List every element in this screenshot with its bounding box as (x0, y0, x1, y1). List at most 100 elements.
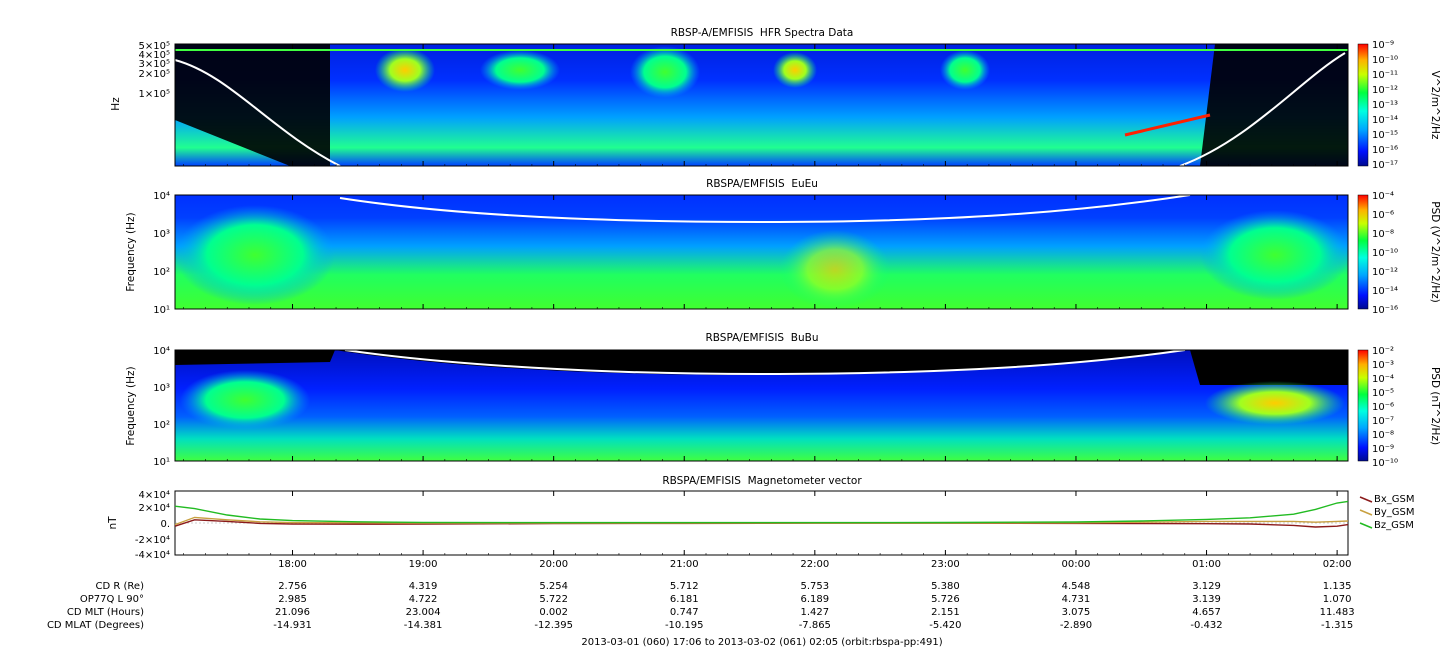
ephemeris-value: 2.985 (278, 594, 307, 605)
ephemeris-value: -14.381 (404, 620, 443, 631)
hfr-background (175, 44, 1348, 166)
bubu-dark-top-right (1190, 350, 1348, 385)
hfr-colorbar (1357, 43, 1369, 167)
ephemeris-value: 6.189 (800, 594, 829, 605)
time-tick-label: 02:00 (1323, 559, 1352, 570)
time-tick-label: 20:00 (539, 559, 568, 570)
bubu-frame (174, 349, 1349, 462)
mag-ytick: -4×10⁴ (135, 550, 170, 561)
hfr-panel (174, 43, 1349, 167)
ephemeris-label: CD R (Re) (96, 581, 145, 592)
eueu-cbar-tick: 10⁻¹⁶ (1372, 305, 1398, 316)
hfr-emission-2 (480, 50, 560, 90)
ephemeris-value: 23.004 (406, 607, 441, 618)
eueu-ytick: 10³ (153, 229, 170, 240)
ephemeris-value: 0.002 (539, 607, 568, 618)
ephemeris-value: 3.129 (1192, 581, 1221, 592)
time-tick-label: 23:00 (931, 559, 960, 570)
hfr-emission-5 (940, 50, 990, 90)
ephemeris-table: CD R (Re) 2.756 4.319 5.254 5.712 5.753 5.380 4… (47, 581, 1355, 631)
bubu-cbar-tick: 10⁻⁹ (1372, 444, 1394, 455)
ephemeris-value: -10.195 (665, 620, 704, 631)
eueu-colorbar-label: PSD (V^2/m^2/Hz) (1429, 201, 1441, 302)
hfr-ytick: 1×10⁵ (139, 89, 170, 100)
ephemeris-label: CD MLT (Hours) (67, 607, 144, 618)
bubu-cbar-tick: 10⁻⁴ (1372, 374, 1394, 385)
legend-label-bz: Bz_GSM (1374, 520, 1414, 531)
bubu-white-curve (344, 349, 1186, 376)
bubu-blob-left (180, 370, 310, 430)
hfr-cbar-tick: 10⁻¹⁵ (1372, 130, 1398, 141)
bubu-cbar-tick: 10⁻⁶ (1372, 402, 1394, 413)
eueu-frame (174, 194, 1349, 310)
ephemeris-value: 2.151 (931, 607, 960, 618)
hfr-emission-4 (773, 52, 817, 88)
legend-label-by: By_GSM (1374, 507, 1415, 518)
bubu-yticks: 10⁴ 10³ 10² 10¹ (153, 346, 170, 468)
hfr-cbar-tick: 10⁻¹² (1372, 85, 1398, 96)
bubu-cbar-tick: 10⁻⁵ (1372, 388, 1394, 399)
bubu-colorbar-label: PSD (nT^2/Hz) (1429, 367, 1441, 445)
ephemeris-value: 5.380 (931, 581, 960, 592)
ephemeris-value: 5.254 (539, 581, 568, 592)
time-tick-label: 18:00 (278, 559, 307, 570)
eueu-cbar-tick: 10⁻¹⁴ (1372, 286, 1398, 297)
ephemeris-value: 1.135 (1323, 581, 1352, 592)
time-tick-label: 19:00 (409, 559, 438, 570)
ephemeris-label: OP77Q L 90° (80, 594, 144, 605)
eueu-yticks: 10⁴ 10³ 10² 10¹ (153, 191, 170, 316)
eueu-hot-band (780, 230, 890, 309)
ephemeris-value: 1.070 (1323, 594, 1352, 605)
bubu-cbar-tick: 10⁻⁸ (1372, 430, 1394, 441)
legend-swatch-bx (1359, 496, 1373, 503)
bubu-ytick: 10² (153, 420, 170, 431)
ephemeris-value: -1.315 (1321, 620, 1353, 631)
time-tick-label: 22:00 (800, 559, 829, 570)
eueu-cbar-tick: 10⁻⁶ (1372, 210, 1394, 221)
hfr-cbar-tick: 10⁻¹⁴ (1372, 115, 1398, 126)
footer-time-range: 2013-03-01 (060) 17:06 to 2013-03-02 (06… (581, 637, 942, 648)
ephemeris-value: 4.548 (1062, 581, 1091, 592)
bubu-ytick: 10⁴ (153, 346, 170, 357)
eueu-blob-left (175, 205, 335, 305)
bubu-cbar-tick: 10⁻¹⁰ (1372, 458, 1398, 469)
mag-ytick: 0. (160, 519, 170, 530)
eueu-cbar-tick: 10⁻⁸ (1372, 229, 1394, 240)
bubu-ylabel: Frequency (Hz) (125, 366, 137, 445)
bubu-panel (174, 349, 1349, 462)
time-tick-label: 00:00 (1062, 559, 1091, 570)
ephemeris-value: 4.657 (1192, 607, 1221, 618)
bubu-blob-right (1205, 381, 1345, 425)
eueu-blob-right (1200, 210, 1350, 300)
mag-ylabel: nT (107, 516, 119, 530)
hfr-frame (174, 43, 1349, 167)
mag-ytick: 4×10⁴ (139, 490, 170, 501)
ephemeris-value: 1.427 (800, 607, 829, 618)
eueu-title: RBSPA/EMFISIS EuEu (706, 178, 818, 190)
ephemeris-value: 4.722 (409, 594, 438, 605)
time-tick-label: 21:00 (670, 559, 699, 570)
hfr-ytick: 3×10⁵ (139, 59, 170, 70)
eueu-ytick: 10² (153, 267, 170, 278)
ephemeris-value: -5.420 (929, 620, 961, 631)
hfr-colorbar-label: V^2/m^2/Hz (1429, 71, 1441, 140)
bubu-cbar-tick: 10⁻³ (1372, 360, 1394, 371)
ephemeris-value: 2.756 (278, 581, 307, 592)
hfr-dark-right (1200, 44, 1348, 166)
ephemeris-value: -2.890 (1060, 620, 1092, 631)
hfr-cbar-ticks: 10⁻⁹ 10⁻¹⁰ 10⁻¹¹ 10⁻¹² 10⁻¹³ 10⁻¹⁴ 10⁻¹⁵… (1372, 40, 1398, 171)
hfr-emission-1 (375, 48, 435, 92)
ephemeris-value: -7.865 (799, 620, 831, 631)
hfr-cbar-tick: 10⁻⁹ (1372, 40, 1394, 51)
bubu-cbar-tick: 10⁻² (1372, 346, 1394, 357)
hfr-ytick: 4×10⁵ (139, 50, 170, 61)
hfr-title: RBSP-A/EMFISIS HFR Spectra Data (671, 27, 854, 39)
mag-legend: Bx_GSM By_GSM Bz_GSM (1359, 494, 1415, 531)
bubu-ytick: 10¹ (153, 457, 170, 468)
eueu-ytick: 10⁴ (153, 191, 170, 202)
eueu-cbar-tick: 10⁻⁴ (1372, 191, 1394, 202)
ephemeris-value: -0.432 (1190, 620, 1222, 631)
mag-title: RBSPA/EMFISIS Magnetometer vector (662, 475, 862, 487)
bubu-dark-top-left (175, 350, 335, 365)
hfr-cbar-tick: 10⁻¹¹ (1372, 70, 1398, 81)
